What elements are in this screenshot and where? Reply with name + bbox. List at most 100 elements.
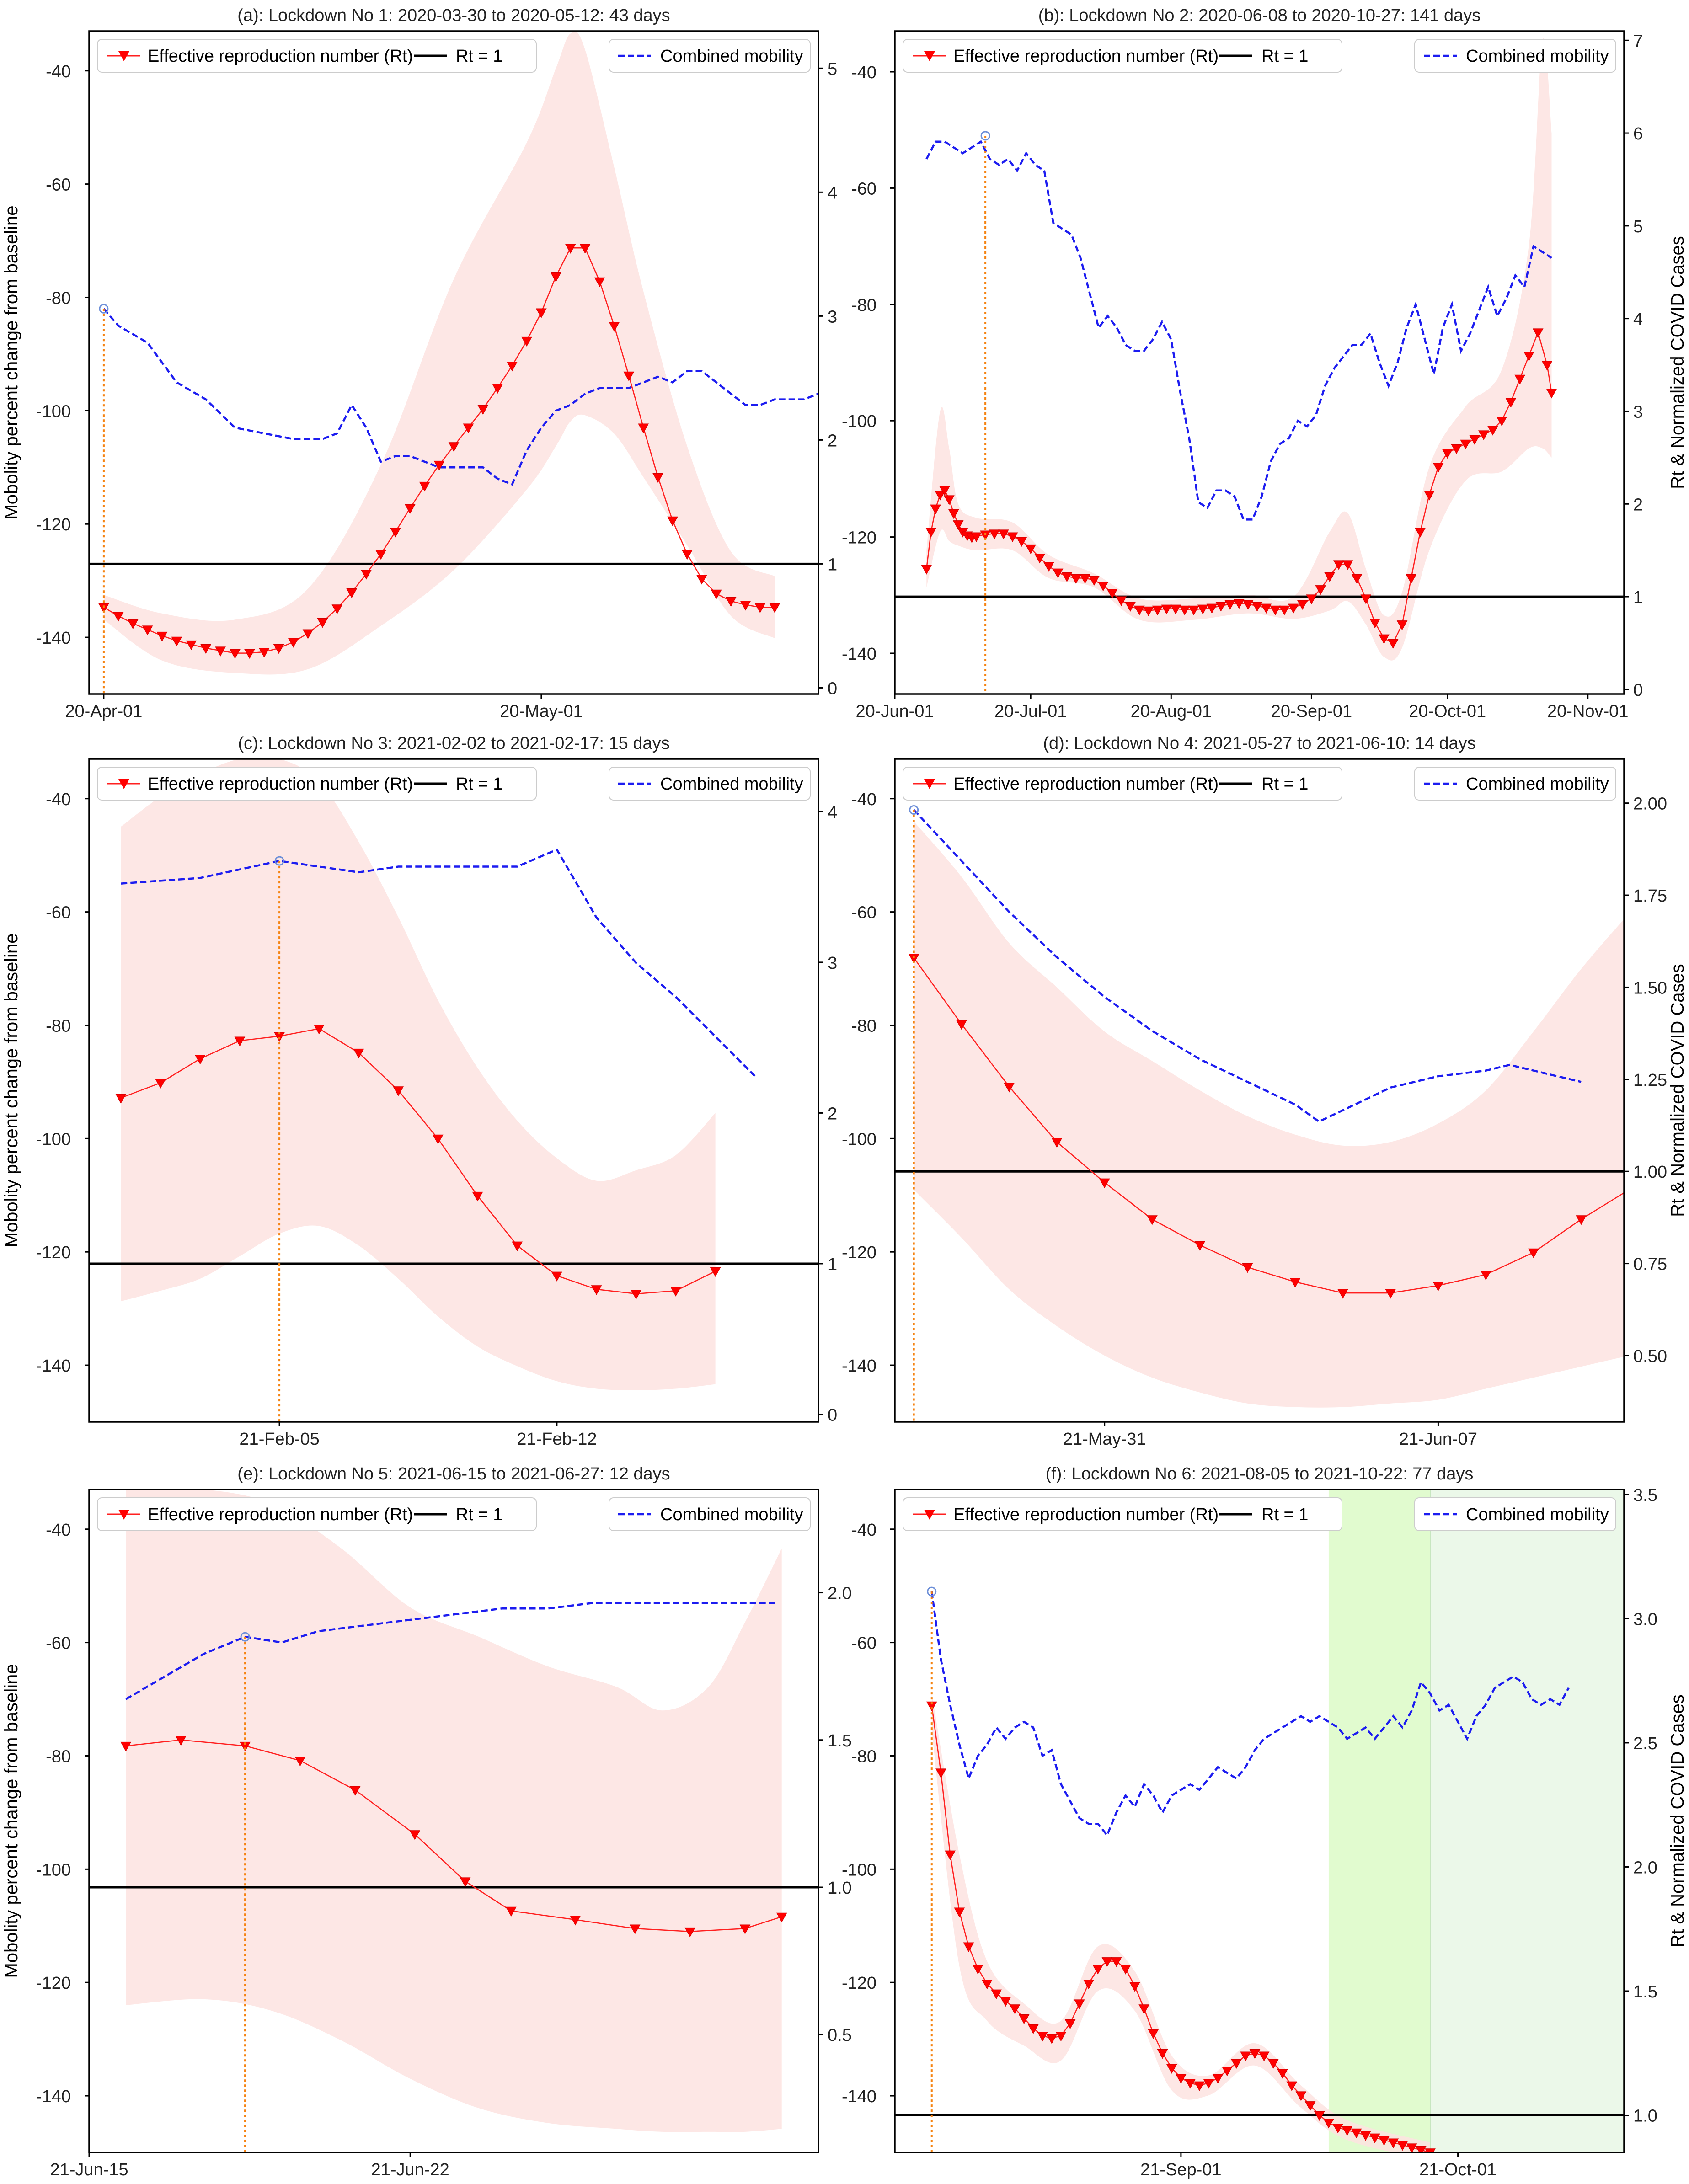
- rt-marker-53: [1415, 2146, 1427, 2152]
- rt-marker-31: [1212, 2074, 1224, 2084]
- legend-rt-marker: [924, 51, 935, 61]
- rt-marker-15: [1064, 2019, 1076, 2029]
- y2-tick-label-1: 0.75: [1633, 1255, 1667, 1274]
- legend-mobility: Combined mobility: [609, 1497, 811, 1531]
- rt-marker-4: [939, 486, 950, 496]
- rt-marker-40: [1295, 2091, 1307, 2101]
- y2-tick-label-4: 4: [828, 183, 837, 203]
- y-tick-label-1: -60: [46, 176, 71, 195]
- y2-tick-label-1: 1: [1633, 588, 1643, 607]
- rt-marker-11: [551, 1271, 562, 1282]
- rt-marker-24: [1148, 2029, 1159, 2039]
- panel-title: (e): Lockdown No 5: 2021-06-15 to 2021-0…: [237, 1464, 670, 1484]
- rt-marker-14: [670, 1287, 681, 1297]
- legend-box-left: [903, 39, 1342, 73]
- rt-marker-43: [1261, 603, 1272, 614]
- panel-a: -40 -60 -80 -100 -120 -140 0 1 2 3 4 5 20-Apr-01 20-M…: [1, 6, 837, 721]
- rt-marker-48: [1369, 2133, 1380, 2143]
- rt-marker-6: [353, 1048, 364, 1059]
- rt-marker-6: [186, 640, 197, 651]
- rt-marker-2: [1004, 1083, 1015, 1093]
- x-tick-label-0: 21-Feb-05: [239, 1430, 319, 1449]
- rt-marker-3: [1051, 1138, 1063, 1148]
- rt-marker-43: [725, 597, 737, 607]
- rt-marker-1: [935, 1768, 946, 1778]
- legend-rt-label: Effective reproduction number (Rt): [148, 47, 413, 66]
- x-tick-label-1: 20-May-01: [500, 702, 583, 721]
- rt-marker-3: [954, 1907, 965, 1917]
- rt-marker-67: [1478, 430, 1489, 440]
- plot-frame: [88, 1489, 819, 2153]
- rt-confidence-band: [931, 1693, 1430, 2152]
- y-tick-label-3: -100: [842, 1130, 877, 1149]
- legend-box-right: [1414, 767, 1616, 801]
- x-tick-label-0: 20-Jun-01: [855, 702, 934, 721]
- rt-marker-54: [1425, 2148, 1436, 2152]
- rt-marker-16: [1016, 537, 1027, 547]
- rt-marker-8: [432, 1134, 444, 1145]
- rt-marker-36: [623, 371, 635, 382]
- rt-marker-22: [1070, 574, 1082, 584]
- rt-marker-14: [1055, 2032, 1067, 2042]
- rt-marker-3: [234, 1036, 246, 1047]
- x-tick-label-0: 21-May-31: [1063, 1430, 1146, 1449]
- y-tick-label-1: -60: [851, 903, 877, 923]
- legend-rt-label: Effective reproduction number (Rt): [953, 774, 1219, 794]
- legend-rt: Effective reproduction number (Rt) Rt = 1: [903, 767, 1342, 801]
- legend-rt: Effective reproduction number (Rt) Rt = 1: [903, 39, 1342, 73]
- rt-marker-2: [240, 1741, 251, 1752]
- rt-marker-24: [448, 442, 460, 452]
- plot-area: [89, 1490, 818, 2152]
- rt-marker-21: [1061, 572, 1073, 582]
- legend-rt1-label: Rt = 1: [456, 47, 502, 66]
- rt-marker-5: [972, 1965, 983, 1975]
- rt-marker-15: [710, 1267, 721, 1277]
- rt-marker-6: [1194, 1241, 1206, 1251]
- rt-marker-3: [142, 625, 153, 635]
- rt-marker-0: [908, 954, 919, 964]
- y2-tick-label-3: 3: [828, 954, 837, 973]
- rt-marker-11: [971, 532, 982, 542]
- y2-tick-label-5: 5: [1633, 217, 1643, 236]
- rt-marker-39: [667, 516, 678, 527]
- x-tick-label-1: 20-Jul-01: [994, 702, 1067, 721]
- y-tick-label-2: -80: [851, 1016, 877, 1036]
- rt-marker-13: [288, 638, 299, 648]
- y2-axis-label: Rt & Normalized COVID Cases: [1668, 964, 1688, 1217]
- rt-marker-35: [1249, 2049, 1261, 2059]
- legend-rt: Effective reproduction number (Rt) Rt = 1: [97, 767, 537, 801]
- plot-frame: [88, 758, 819, 1423]
- y2-tick-label-4: 4: [828, 803, 837, 822]
- rt-marker-8: [1000, 1997, 1011, 2007]
- y-tick-label-5: -140: [842, 1356, 877, 1376]
- rt-marker-1: [175, 1736, 187, 1746]
- legend-rt: Effective reproduction number (Rt) Rt = 1: [903, 1497, 1342, 1531]
- rt-marker-15: [1007, 532, 1018, 542]
- rt-marker-36: [1197, 604, 1208, 615]
- rt-marker-0: [921, 565, 932, 575]
- rt-marker-26: [1166, 2064, 1177, 2074]
- panel-title: (d): Lockdown No 4: 2021-05-27 to 2021-0…: [1043, 734, 1475, 753]
- panel-title: (b): Lockdown No 2: 2020-06-08 to 2020-1…: [1038, 6, 1481, 25]
- y2-tick-label-0: 0.50: [1633, 1347, 1667, 1366]
- rt-marker-44: [740, 601, 751, 611]
- rt-confidence-band: [121, 759, 716, 1390]
- rt-marker-28: [1125, 602, 1136, 612]
- legend-rt-label: Effective reproduction number (Rt): [148, 1505, 413, 1524]
- rt-marker-35: [1188, 605, 1199, 616]
- y2-tick-label-2: 2.0: [1633, 1858, 1657, 1877]
- rt-marker-10: [684, 1927, 695, 1938]
- legend-rt1-label: Rt = 1: [456, 774, 502, 794]
- plot-area: [895, 1490, 1624, 2152]
- shaded-span-1: [1430, 1490, 1624, 2152]
- y-tick-label-2: -80: [46, 1747, 71, 1766]
- rt-marker-7: [506, 1906, 517, 1917]
- rt-marker-4: [1099, 1178, 1110, 1188]
- rt-marker-14: [302, 629, 314, 639]
- y2-tick-label-2: 2: [1633, 495, 1643, 514]
- rt-marker-51: [1397, 2141, 1408, 2151]
- rt-marker-49: [1315, 585, 1326, 595]
- legend-box-left: [97, 39, 537, 73]
- shaded-span-0: [1328, 1490, 1431, 2152]
- legend-rt: Effective reproduction number (Rt) Rt = 1: [97, 1497, 537, 1531]
